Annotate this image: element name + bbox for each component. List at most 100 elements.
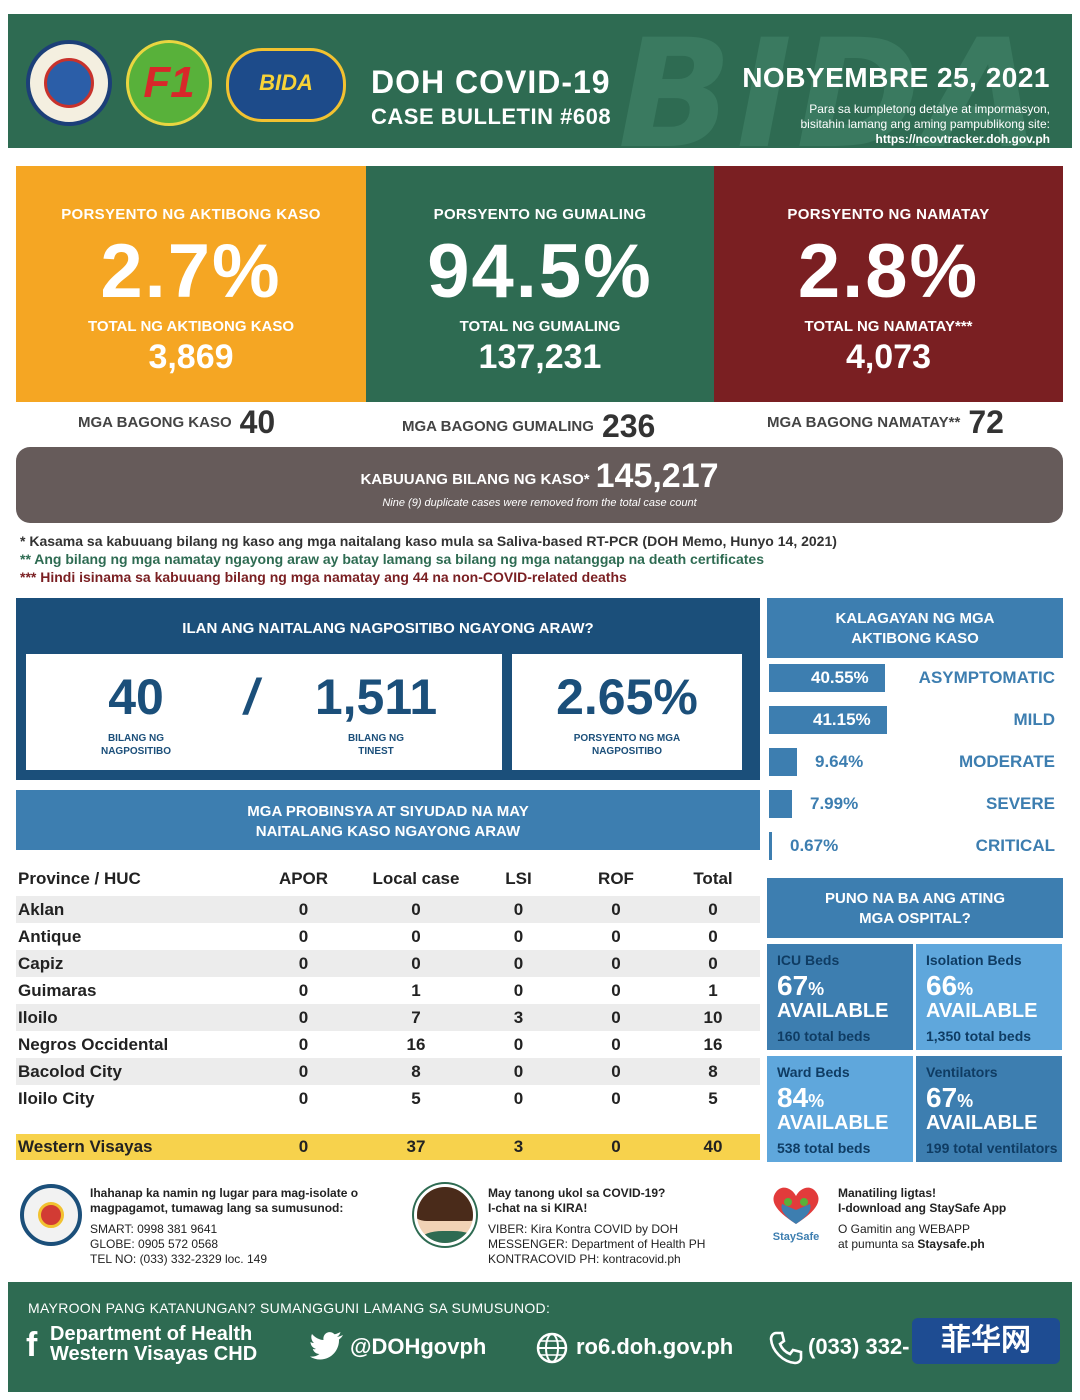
positivity-rate-card: 2.65% PORSYENTO NG MGA NAGPOSITIBO xyxy=(512,654,742,770)
bed-pct-number: 67 xyxy=(777,970,809,1001)
status-percent: 9.64% xyxy=(815,752,864,771)
cell: 0 xyxy=(471,896,566,923)
bed-available-label: AVAILABLE xyxy=(777,1000,889,1022)
positive-label-line1: BILANG NG xyxy=(107,733,165,744)
cell: 0 xyxy=(611,926,621,946)
recovered-pct-value: 94.5% xyxy=(427,229,653,314)
header-background-word: BIDA xyxy=(618,14,1045,148)
bulletin-header: BIDA F1 BIDA DOH COVID-19 CASE BULLETIN … xyxy=(8,14,1072,148)
bida-solusyon-logo: BIDA xyxy=(226,48,346,122)
active-pct-label: PORSYENTO NG AKTIBONG KASO xyxy=(61,206,321,223)
status-bar xyxy=(769,706,887,734)
status-name: ASYMPTOMATIC xyxy=(918,668,1055,687)
status-bar xyxy=(769,790,792,818)
staysafe-line2: I-download ang StaySafe App xyxy=(838,1201,1007,1215)
positivity-rate-label: PORSYENTO NG MGA NAGPOSITIBO xyxy=(512,732,742,758)
provinces-header: MGA PROBINSYA AT SIYUDAD NA MAY NAITALAN… xyxy=(16,790,760,850)
bed-available-label: AVAILABLE xyxy=(926,1000,1038,1022)
recovered-total-label: TOTAL NG GUMALING xyxy=(459,318,621,335)
cell: 0 xyxy=(611,1088,621,1108)
messenger-contact[interactable]: MESSENGER: Department of Health PH xyxy=(488,1237,706,1251)
bed-type: Isolation Beds xyxy=(926,952,1022,968)
column-header: LSI xyxy=(505,869,532,888)
bed-pct-sign: % xyxy=(808,979,825,999)
globe-icon xyxy=(536,1332,568,1364)
cell: 7 xyxy=(361,1004,471,1031)
active-pct-value: 2.7% xyxy=(100,229,282,314)
tested-label-line1: BILANG NG xyxy=(347,733,405,744)
phone-icon xyxy=(769,1331,803,1365)
facebook-line1: Department of Health xyxy=(50,1323,253,1345)
cell: Western Visayas xyxy=(16,1134,246,1160)
smart-number[interactable]: SMART: 0998 381 9641 xyxy=(90,1222,218,1236)
cell: Aklan xyxy=(16,896,246,923)
staysafe-contact: Manatiling ligtas! I-download ang StaySa… xyxy=(838,1186,1006,1252)
bed-available-percent: 67% xyxy=(926,1082,973,1114)
kira-line1: May tanong ukol sa COVID-19? xyxy=(488,1186,666,1200)
cell: 0 xyxy=(566,896,666,923)
phone-number[interactable]: (033) 332- xyxy=(808,1334,910,1359)
total-cases-value: 145,217 xyxy=(595,457,719,495)
cell: 0 xyxy=(666,896,760,923)
cell: 0 xyxy=(566,1058,666,1085)
globe-number[interactable]: GLOBE: 0905 572 0568 xyxy=(90,1237,219,1251)
bed-available-label: AVAILABLE xyxy=(926,1112,1038,1134)
cell: 0 xyxy=(666,950,760,977)
kontracovid-link[interactable]: KONTRACOVID PH: kontracovid.ph xyxy=(488,1252,681,1266)
status-title-line2: AKTIBONG KASO xyxy=(851,630,979,647)
hospital-capacity-header: PUNO NA BA ANG ATING MGA OSPITAL? xyxy=(767,878,1063,938)
hospital-title-line2: MGA OSPITAL? xyxy=(859,910,971,927)
provinces-title-line2: NAITALANG KASO NGAYONG ARAW xyxy=(255,823,521,840)
table-row: Antique 0 0 0 0 0 xyxy=(16,923,760,950)
table-row: Iloilo City 0 5 0 0 5 xyxy=(16,1085,760,1112)
cell: 0 xyxy=(566,1134,666,1160)
active-status-header: KALAGAYAN NG MGA AKTIBONG KASO xyxy=(767,598,1063,658)
facebook-link[interactable]: Department of Health Western Visayas CHD xyxy=(50,1324,257,1364)
bed-total: 160 total beds xyxy=(777,1028,871,1044)
cell: Negros Occidental xyxy=(18,1034,169,1054)
deaths-total-label: TOTAL NG NAMATAY*** xyxy=(804,318,973,335)
doh-seal-logo xyxy=(26,40,112,126)
viber-contact[interactable]: VIBER: Kira Kontra COVID by DOH xyxy=(488,1222,679,1236)
cell: 0 xyxy=(246,1004,361,1031)
column-header: Local case xyxy=(372,869,460,888)
bed-pct-sign: % xyxy=(808,1091,825,1111)
status-percent: 41.15% xyxy=(813,710,871,729)
twitter-handle[interactable]: @DOHgovph xyxy=(350,1334,487,1359)
cell: 0 xyxy=(298,1034,309,1054)
twitter-icon xyxy=(310,1332,343,1360)
cell: 0 xyxy=(471,950,566,977)
cell: Iloilo xyxy=(16,1004,246,1031)
positive-count-label: BILANG NG NAGPOSITIBO xyxy=(66,732,206,758)
tracker-site-link[interactable]: https://ncovtracker.doh.gov.ph xyxy=(875,132,1050,146)
cell: 16 xyxy=(406,1034,426,1054)
hospital-title-line1: PUNO NA BA ANG ATING xyxy=(825,890,1005,907)
bed-capacity-card: Isolation Beds 66% AVAILABLE 1,350 total be… xyxy=(916,944,1062,1050)
facebook-line2: Western Visayas CHD xyxy=(50,1343,258,1365)
cell: 0 xyxy=(513,1088,524,1108)
cell: 0 xyxy=(298,926,309,946)
deaths-total-value: 4,073 xyxy=(845,338,932,376)
cell: 0 xyxy=(361,950,471,977)
kira-line2: I-chat na si KIRA! xyxy=(488,1201,588,1215)
staysafe-line4: at pumunta sa xyxy=(838,1237,915,1251)
bed-pct-number: 67 xyxy=(926,1082,958,1113)
total-cases-note: Nine (9) duplicate cases were removed fr… xyxy=(382,497,697,509)
cell: 0 xyxy=(513,980,524,1000)
staysafe-link[interactable]: Staysafe.ph xyxy=(917,1237,985,1251)
status-row: 40.55% ASYMPTOMATIC xyxy=(767,664,1063,694)
column-header: Province / HUC xyxy=(18,869,141,888)
table-spacer xyxy=(16,1112,760,1134)
staysafe-logo-text: StaySafe xyxy=(773,1231,819,1243)
website-link[interactable]: ro6.doh.gov.ph xyxy=(576,1334,734,1359)
deaths-box: PORSYENTO NG NAMATAY 2.8% TOTAL NG NAMAT… xyxy=(714,166,1063,402)
status-row: 0.67% CRITICAL xyxy=(767,832,1063,862)
status-title-line1: KALAGAYAN NG MGA xyxy=(835,610,995,627)
table-header-row: Province / HUC APOR Local case LSI ROF T… xyxy=(16,862,760,896)
telephone-number[interactable]: TEL NO: (033) 332-2329 loc. 149 xyxy=(90,1252,267,1266)
tested-count: 1,511 xyxy=(314,669,438,725)
bed-total: 199 total ventilators xyxy=(926,1140,1058,1156)
table-row: Guimaras 0 1 0 0 1 xyxy=(16,977,760,1004)
header-note-line1: Para sa kumpletong detalye at impormasyo… xyxy=(809,102,1050,116)
positive-count: 40 xyxy=(108,669,164,725)
